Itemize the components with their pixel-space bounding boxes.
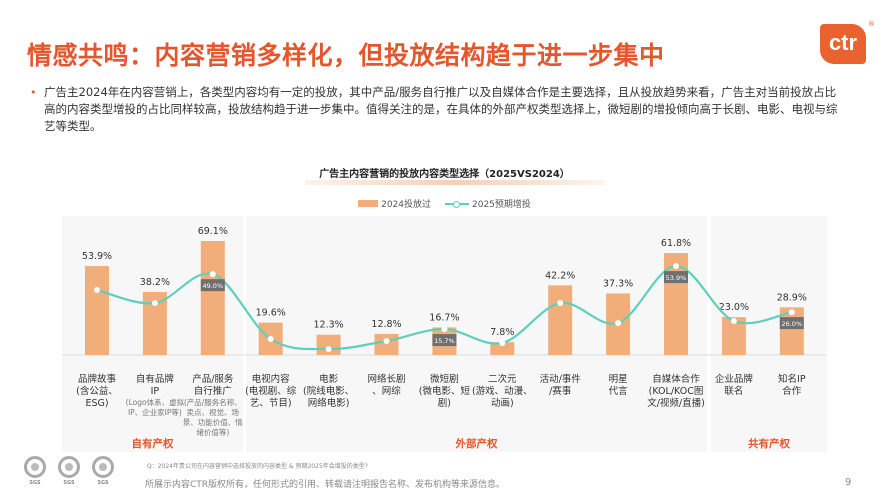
group-label-own: 自有产权 <box>131 438 174 450</box>
category-name: 产品/服务 自行推广 <box>192 374 234 397</box>
category-name: 电视内容 (电视剧、综 艺、节目) <box>245 374 297 409</box>
category-label: 企业品牌 联名 <box>703 374 765 398</box>
registered-mark: ® <box>868 20 875 28</box>
line-value-label: 49.0% <box>202 282 223 290</box>
category-label: 二次元 (游戏、动漫、 动画) <box>471 374 533 410</box>
bar-value-label: 37.3% <box>603 278 633 289</box>
category-label: 自有品牌 IP (Logo体系、虚拟IP、企业家IP等) <box>124 374 186 418</box>
body-text: 广告主2024年在内容营销上，各类型内容均有一定的投放，其中产品/服务自行推广以… <box>44 85 838 133</box>
bar-value-label: 19.6% <box>256 308 286 319</box>
category-label: 电影 (院线电影、 网络电影) <box>298 374 360 410</box>
legend-line-label: 2025预期增投 <box>472 200 531 210</box>
page-number: 9 <box>845 477 852 488</box>
category-label: 网络长剧 、网综 <box>356 374 418 398</box>
category-name: 知名IP 合作 <box>778 374 806 397</box>
line-value-label: 15.7% <box>434 337 455 345</box>
bar-value-label: 12.8% <box>371 319 401 330</box>
ctr-logo: ctr <box>820 24 866 64</box>
bar-value-label: 53.9% <box>82 251 112 262</box>
category-name: 明星 代言 <box>608 374 628 397</box>
category-subtext: (Logo体系、虚拟IP、企业家IP等) <box>125 398 185 417</box>
group-label-external: 外部产权 <box>455 438 498 450</box>
category-label: 产品/服务 自行推广 (产品/服务名称、卖点、视觉、场景、功能价值、情绪价值等) <box>182 374 244 438</box>
line-point <box>209 271 216 278</box>
bar <box>200 240 225 355</box>
copyright-note: 所展示内容CTR版权所有，任何形式的引用、转载请注明报告名称、发布机构等来源信息… <box>145 480 506 490</box>
bar-value-label: 16.7% <box>429 312 459 323</box>
chart-title-underline <box>305 180 605 185</box>
line-point <box>94 286 100 293</box>
category-label: 电视内容 (电视剧、综 艺、节目) <box>240 374 302 410</box>
bar-value-label: 69.1% <box>198 226 228 237</box>
line-value-box <box>200 279 225 292</box>
line-value-label: 53.9% <box>666 274 687 282</box>
category-name: 二次元 (游戏、动漫、 动画) <box>471 374 533 409</box>
chart-title: 广告主内容营销的投放内容类型选择（2025VS2024） <box>319 169 570 180</box>
category-name: 微短剧 (微电影、短 剧) <box>418 374 470 409</box>
chart-legend: 2024投放过 2025预期增投 <box>0 197 889 210</box>
category-name: 网络长剧 、网综 <box>367 374 406 397</box>
bar-value-label: 23.0% <box>719 302 749 313</box>
group-label-shared: 共有产权 <box>748 438 790 450</box>
line-point <box>788 309 795 316</box>
legend-line-swatch <box>445 200 469 208</box>
category-label: 微短剧 (微电影、短 剧) <box>413 374 475 410</box>
survey-question: Q：2024年贵公司在内容营销中选择投放的内容类型 & 预期2025年会增投的类… <box>147 463 368 470</box>
category-label: 自媒体合作 (KOL/KOC图 文/视频/直播) <box>645 374 707 410</box>
category-name: 自媒体合作 (KOL/KOC图 文/视频/直播) <box>647 374 705 409</box>
category-label: 知名IP 合作 <box>761 374 823 398</box>
line-point <box>499 339 506 346</box>
category-label: 活动/事件 /赛事 <box>529 374 591 398</box>
bar-value-label: 28.9% <box>777 292 807 303</box>
sgs-cert-icon <box>92 456 114 478</box>
bar-value-label: 38.2% <box>140 277 170 288</box>
category-name: 企业品牌 联名 <box>714 374 753 397</box>
bar-value-label: 12.3% <box>314 320 344 331</box>
legend-bar-swatch <box>358 200 379 207</box>
category-name: 活动/事件 /赛事 <box>539 374 581 397</box>
sgs-cert-label: SGS <box>29 480 41 486</box>
line-point <box>151 300 158 307</box>
bar-value-label: 61.8% <box>661 238 691 249</box>
category-name: 自有品牌 IP <box>135 374 174 397</box>
bullet-icon: • <box>30 86 37 99</box>
category-name: 电影 (院线电影、 网络电影) <box>302 374 355 409</box>
line-value-label: 26.0% <box>781 320 802 328</box>
line-point <box>673 263 679 270</box>
category-label: 品牌故事 (含公益、 ESG) <box>66 374 128 410</box>
page-title: 情感共鸣：内容营销多样化，但投放结构趋于进一步集中 <box>27 41 665 70</box>
category-label: 明星 代言 <box>587 374 649 398</box>
sgs-cert-label: SGS <box>97 480 109 486</box>
bar-value-label: 42.2% <box>545 270 575 281</box>
line-point <box>615 319 622 326</box>
line-value-box <box>432 334 457 347</box>
category-name: 品牌故事 (含公益、 ESG) <box>76 374 118 409</box>
bar-value-label: 7.8% <box>490 327 514 338</box>
line-value-box <box>664 271 688 284</box>
sgs-cert-icon <box>24 456 46 478</box>
sgs-cert-icon <box>58 456 80 478</box>
sgs-cert-label: SGS <box>63 480 75 486</box>
bar <box>85 266 109 355</box>
line-point <box>730 318 737 325</box>
line-value-box <box>779 317 804 330</box>
panel-external-ip <box>246 216 707 452</box>
category-subtext: (产品/服务名称、卖点、视觉、场景、功能价值、情绪价值等) <box>182 398 243 437</box>
line-point <box>383 337 390 344</box>
bar <box>490 342 515 355</box>
bar <box>374 333 399 355</box>
line-point <box>441 326 448 333</box>
legend-bar-label: 2024投放过 <box>381 200 431 210</box>
line-point <box>325 346 332 353</box>
bar <box>548 285 573 355</box>
line-point <box>557 300 564 307</box>
line-point <box>267 335 274 342</box>
